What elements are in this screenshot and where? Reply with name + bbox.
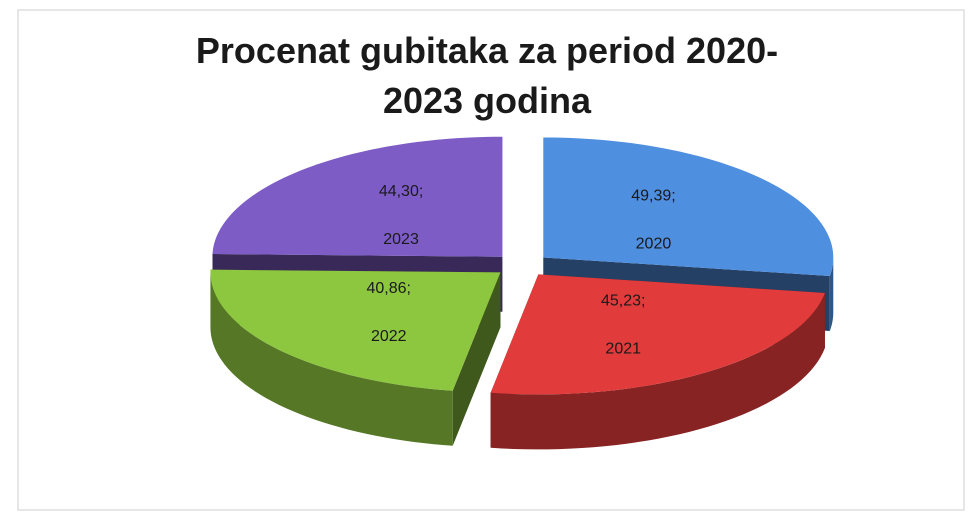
category-label: 2021 (605, 340, 641, 357)
category-label: 2022 (371, 328, 407, 345)
pie-slice (212, 136, 503, 257)
chart-title: Procenat gubitaka za period 2020-2023 go… (195, 30, 779, 121)
category-label: 2023 (383, 231, 419, 248)
pie-slice (490, 274, 825, 395)
value-label: 40,86; (366, 280, 410, 297)
slice-side (490, 292, 825, 450)
category-label: 2020 (636, 236, 672, 253)
slice-side (210, 272, 453, 446)
slice-side (829, 257, 834, 332)
value-label: 44,30; (379, 183, 423, 200)
value-label: 45,23; (601, 292, 645, 309)
pie-slice (210, 269, 501, 391)
chart-frame (17, 9, 965, 511)
value-label: 49,39; (631, 188, 675, 205)
pie-slice (543, 137, 834, 277)
